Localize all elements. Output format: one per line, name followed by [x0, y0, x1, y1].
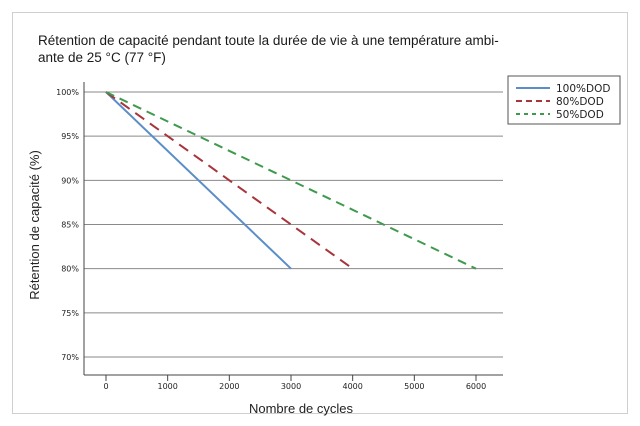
x-tick-label-3000: 3000: [281, 382, 301, 391]
x-tick-label-5000: 5000: [404, 382, 424, 391]
y-tick-label-90: 90%: [61, 176, 79, 185]
legend-label-2: 50%DOD: [556, 109, 604, 121]
y-tick-label-70: 70%: [61, 353, 79, 362]
y-tick-label-85: 85%: [61, 221, 79, 230]
y-tick-label-95: 95%: [61, 132, 79, 141]
series-line-100-pct-dod: [105, 91, 292, 270]
chart-title-line-1: Rétention de capacité pendant toute la d…: [38, 33, 499, 48]
y-tick-label-80: 80%: [61, 265, 79, 274]
x-tick-label-1000: 1000: [157, 382, 177, 391]
x-axis-label: Nombre de cycles: [249, 401, 354, 416]
grid-lines: [84, 91, 503, 358]
x-tick-label-4000: 4000: [342, 382, 362, 391]
series-line-50-pct-dod: [105, 91, 477, 270]
chart-title-line-2: ante de 25 °C (77 °F): [38, 50, 166, 65]
x-tick-label-2000: 2000: [219, 382, 239, 391]
series-lines: [105, 91, 477, 270]
y-axis-label: Rétention de capacité (%): [27, 150, 42, 300]
x-tick-label-0: 0: [103, 382, 108, 391]
y-tick-label-75: 75%: [61, 309, 79, 318]
series-line-80-pct-dod: [105, 91, 354, 270]
x-tick-label-6000: 6000: [466, 382, 486, 391]
legend-label-0: 100%DOD: [556, 83, 610, 95]
y-tick-label-100: 100%: [56, 88, 79, 97]
legend-label-1: 80%DOD: [556, 96, 604, 108]
axes: [83, 82, 503, 381]
chart-title: Rétention de capacité pendant toute la d…: [38, 32, 598, 66]
tick-labels: 70% 75% 80% 85% 90% 95% 100% 0 1000 2000 3000 4000 5…: [56, 88, 486, 391]
